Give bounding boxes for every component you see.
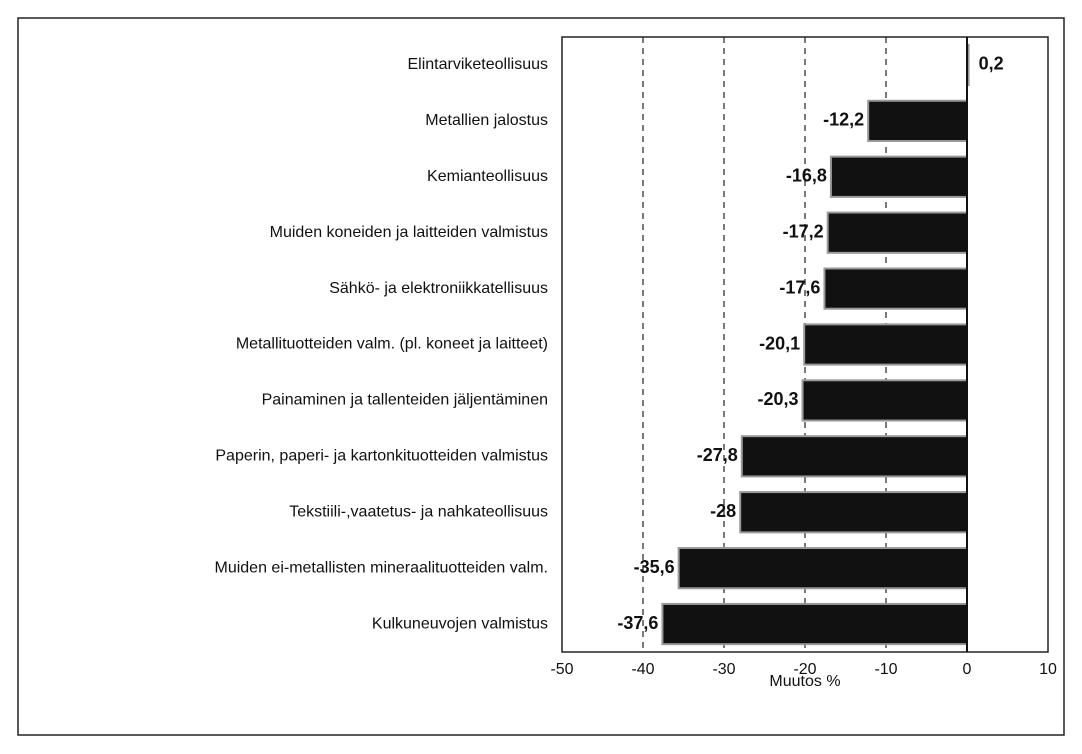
bar (677, 547, 968, 590)
bar (829, 155, 968, 198)
x-tick-label: -40 (631, 661, 654, 678)
value-label: -20,1 (759, 333, 800, 353)
y-tick-label: Painaminen ja tallenteiden jäljentäminen (262, 392, 548, 409)
x-tick-label: 0 (963, 661, 972, 678)
value-label: -37,6 (617, 613, 658, 633)
value-label: -16,8 (786, 166, 827, 186)
bar (823, 267, 968, 310)
x-tick-label: -30 (712, 661, 735, 678)
value-label: -27,8 (697, 445, 738, 465)
bar (661, 602, 968, 646)
x-tick-label: -20 (793, 661, 816, 678)
y-tick-label: Metallituotteiden valm. (pl. koneet ja l… (236, 336, 548, 353)
bar (826, 211, 968, 254)
bar (801, 379, 968, 422)
x-tick-label: -10 (874, 661, 897, 678)
bar (739, 491, 969, 534)
y-tick-label: Metallien jalostus (425, 112, 548, 129)
y-tick-label: Elintarviketeollisuus (407, 56, 548, 73)
value-label: -17,2 (783, 221, 824, 241)
value-label: -20,3 (758, 389, 799, 409)
y-tick-label: Sähkö- ja elektroniikkatellisuus (329, 280, 548, 297)
y-tick-label: Muiden ei-metallisten mineraalituotteide… (215, 559, 549, 576)
frame (17, 17, 1065, 736)
x-axis-label: Muutos % (769, 673, 840, 690)
y-tick-label: Muiden koneiden ja laitteiden valmistus (270, 224, 548, 241)
y-tick-label: Tekstiili-,vaatetus- ja nahkateollisuus (289, 503, 548, 520)
y-tick-label: Kemianteollisuus (427, 168, 548, 185)
value-label: -35,6 (634, 557, 675, 577)
x-tick-label: -50 (550, 661, 573, 678)
value-label: 0,2 (979, 54, 1004, 74)
y-tick-label: Paperin, paperi- ja kartonkituotteiden v… (215, 448, 548, 465)
bar (867, 99, 968, 142)
bar (803, 323, 968, 366)
y-tick-label: Kulkuneuvojen valmistus (372, 615, 548, 632)
x-tick-label: 10 (1039, 661, 1057, 678)
value-label: -12,2 (823, 110, 864, 130)
bar (740, 435, 968, 478)
value-label: -17,6 (779, 277, 820, 297)
value-label: -28 (710, 501, 736, 521)
